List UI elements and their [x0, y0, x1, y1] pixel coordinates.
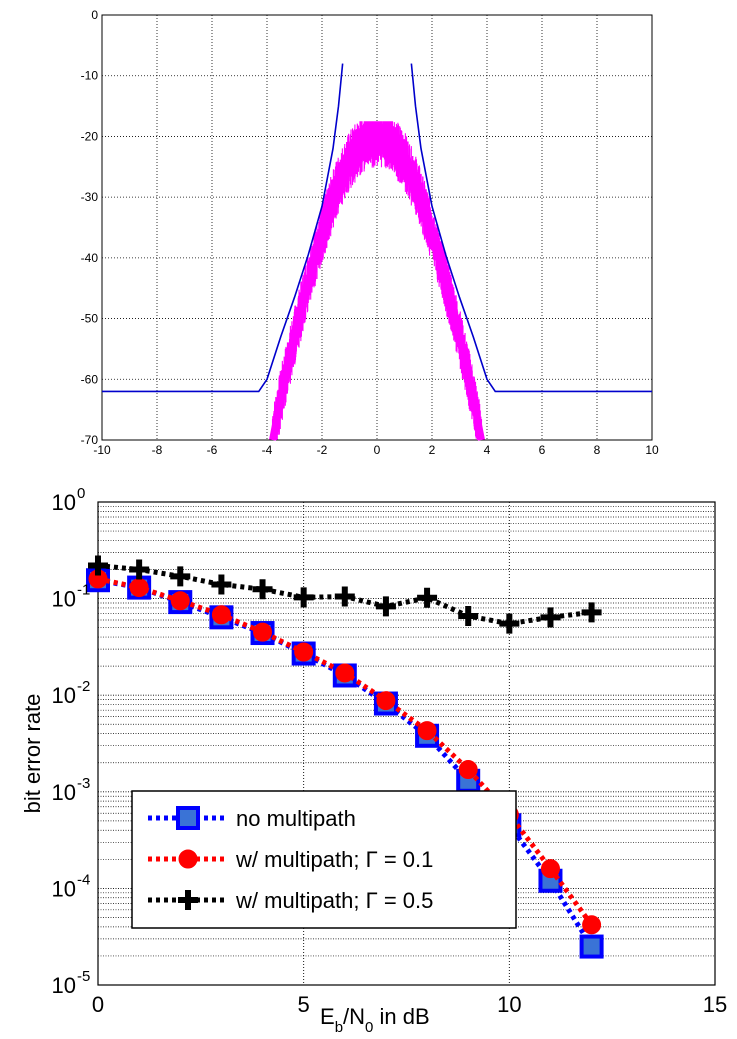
data-point	[458, 760, 478, 780]
x-axis-label-part: E	[320, 1004, 335, 1029]
x-tick-label: 2	[429, 443, 436, 457]
x-tick-label: 10	[497, 992, 521, 1017]
data-point	[129, 578, 149, 598]
data-point	[540, 859, 560, 879]
x-axis-label: Eb/N0 in dB	[320, 1004, 430, 1036]
legend-swatch-marker	[176, 806, 200, 830]
ber-chart: no multipath w/ multipath; Γ = 0.1 w/ mult…	[20, 485, 727, 1036]
y-tick-label: -30	[81, 190, 99, 204]
x-tick-label: 15	[703, 992, 727, 1017]
x-tick-label: -6	[207, 443, 218, 457]
y-tick-label: -20	[81, 129, 99, 143]
legend-label: w/ multipath; Γ = 0.5	[235, 888, 433, 913]
y-tick-label-exponent: -2	[77, 678, 90, 695]
legend-label: no multipath	[236, 806, 356, 831]
y-tick-label-exponent: -1	[77, 582, 90, 599]
y-tick-label: 0	[91, 8, 98, 22]
series-blue-mask-right	[410, 63, 652, 393]
spectrum-chart: -10 -8 -6 -4 -2 0 2 4 6 8 100-10-20-30-40-50-60-70	[81, 8, 659, 457]
x-tick-label: 8	[594, 443, 601, 457]
legend-label: w/ multipath; Γ = 0.1	[235, 847, 433, 872]
plot-frame	[101, 14, 653, 441]
x-axis-label-part: in dB	[373, 1004, 429, 1029]
data-point	[417, 587, 438, 608]
x-axis-label-part: /N	[343, 1004, 365, 1029]
data-point	[375, 596, 396, 617]
legend: no multipath w/ multipath; Γ = 0.1 w/ mult…	[131, 790, 517, 929]
y-axis-label: bit error rate	[20, 694, 45, 814]
data-point	[88, 555, 108, 576]
x-tick-label: -4	[262, 443, 273, 457]
y-tick-label-exponent: -3	[77, 775, 90, 792]
x-tick-label: 6	[539, 443, 546, 457]
y-tick-label-exponent: -4	[77, 871, 90, 888]
series-magenta-core	[269, 132, 485, 441]
y-tick-label-base: 10	[52, 683, 76, 708]
x-tick-label: 0	[92, 992, 104, 1017]
data-point	[211, 574, 232, 595]
data-point	[334, 586, 355, 607]
data-point	[540, 607, 561, 628]
y-tick-label-base: 10	[52, 973, 76, 998]
data-point	[417, 721, 437, 741]
data-point	[170, 566, 191, 587]
data-point	[170, 591, 190, 611]
data-point	[579, 934, 604, 959]
data-point	[294, 642, 314, 662]
y-tick-label: -40	[81, 251, 99, 265]
y-tick-label-base: 10	[52, 780, 76, 805]
legend-swatch-marker	[178, 849, 198, 869]
y-tick-label-exponent: -5	[77, 968, 90, 985]
data-point	[376, 691, 396, 711]
series-magenta-spectrum	[271, 121, 483, 441]
data-point	[253, 622, 273, 642]
y-tick-label-base: 10	[52, 876, 76, 901]
y-tick-label: -60	[81, 372, 99, 386]
x-tick-label: -8	[152, 443, 163, 457]
y-tick-label: -50	[81, 312, 99, 326]
plot-frame	[97, 501, 716, 986]
x-axis-label-part: 0	[365, 1019, 373, 1036]
data-point	[129, 559, 150, 580]
data-point	[335, 663, 355, 683]
series-2	[88, 555, 602, 634]
x-tick-label: 4	[484, 443, 491, 457]
x-tick-label: 5	[298, 992, 310, 1017]
y-tick-label-base: 10	[52, 490, 76, 515]
data-point	[582, 915, 602, 935]
data-point	[252, 579, 273, 600]
x-tick-label: -2	[317, 443, 328, 457]
y-tick-label-exponent: 0	[77, 485, 85, 502]
x-tick-label: 0	[374, 443, 381, 457]
legend-swatch-marker	[178, 890, 198, 910]
x-tick-label: -10	[93, 443, 111, 457]
data-point	[581, 602, 602, 623]
data-point	[211, 605, 231, 625]
data-point	[293, 587, 314, 608]
series-blue-mask-left	[102, 63, 344, 393]
y-tick-label: -70	[81, 433, 99, 447]
x-axis-label-part: b	[335, 1019, 343, 1036]
x-tick-label: 10	[645, 443, 659, 457]
y-tick-label-base: 10	[52, 587, 76, 612]
y-tick-label: -10	[81, 69, 99, 83]
data-point	[499, 613, 520, 634]
data-point	[458, 606, 479, 627]
